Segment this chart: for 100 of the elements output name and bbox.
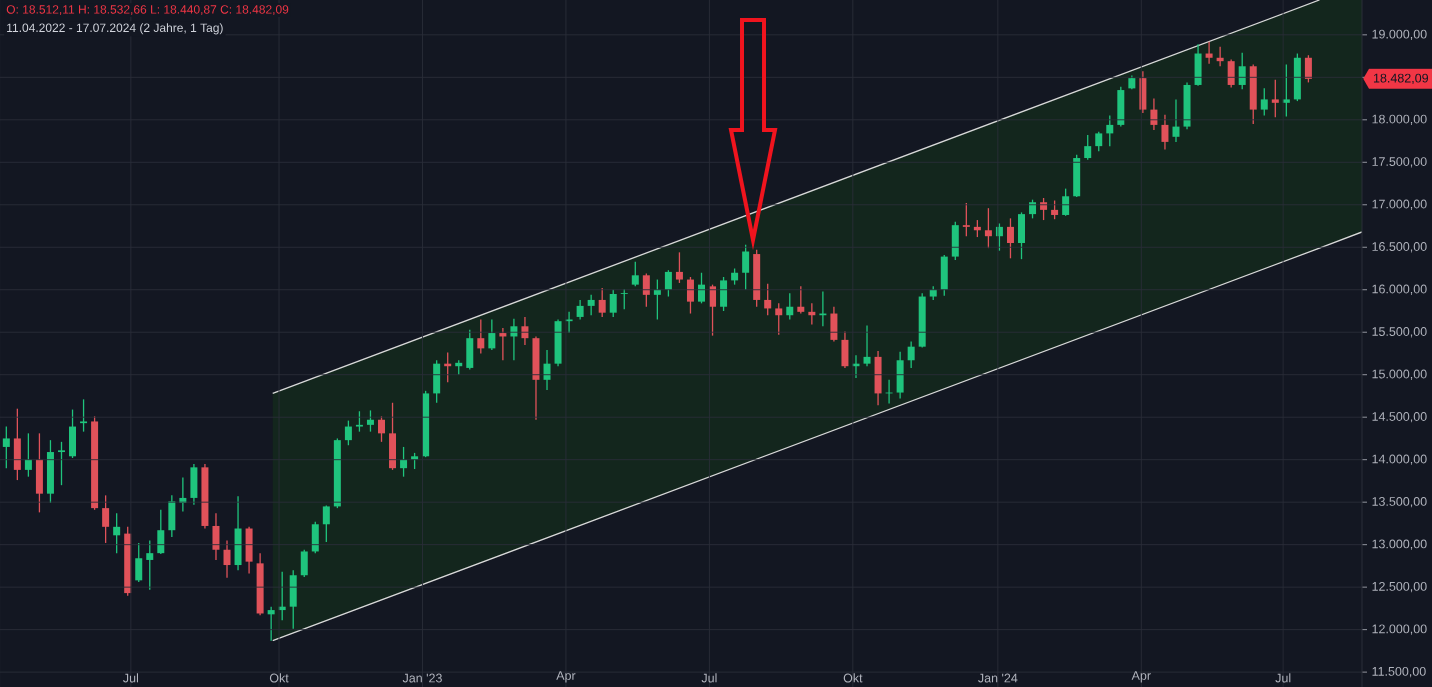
candlestick bbox=[212, 512, 220, 561]
candlestick bbox=[311, 521, 319, 554]
candlestick bbox=[223, 539, 231, 579]
candlestick bbox=[1161, 114, 1169, 151]
candlestick bbox=[940, 254, 948, 297]
candlestick bbox=[322, 504, 330, 543]
candlestick bbox=[1073, 153, 1081, 198]
candlestick bbox=[355, 410, 363, 433]
candlestick bbox=[907, 340, 915, 369]
x-tick-label: Jul bbox=[701, 673, 717, 683]
candlestick bbox=[124, 526, 132, 597]
y-tick-label: 12.000,00 bbox=[1372, 624, 1427, 635]
x-tick-label: Apr bbox=[556, 671, 576, 683]
x-tick-label: Jul bbox=[123, 673, 139, 683]
candlestick bbox=[1304, 54, 1312, 84]
y-tick-label: 13.000,00 bbox=[1372, 539, 1427, 550]
y-tick-label: 16.500,00 bbox=[1372, 242, 1427, 253]
chart-title: O: 18.512,11 H: 18.532,66 L: 18.440,87 C: 18.482,09 bbox=[6, 5, 289, 16]
x-tick-label: Jan '24 bbox=[978, 673, 1018, 683]
candlestick bbox=[984, 207, 992, 249]
candlestick bbox=[35, 432, 43, 514]
text: 11.04.2022 - 17.07.2024 (2 Jahre, 1 Tag) bbox=[7, 23, 223, 35]
candlestick bbox=[80, 398, 88, 433]
candlestick bbox=[753, 249, 761, 308]
candlestick bbox=[587, 294, 595, 316]
candlestick bbox=[1150, 97, 1158, 131]
candlestick bbox=[1006, 217, 1014, 259]
candlestick bbox=[797, 285, 805, 315]
candlestick bbox=[488, 318, 496, 351]
candlestick bbox=[764, 283, 772, 316]
y-tick-label: 15.000,00 bbox=[1372, 369, 1427, 380]
candlestick bbox=[918, 292, 926, 349]
candlestick bbox=[1238, 52, 1246, 90]
candlestick bbox=[477, 318, 485, 355]
y-tick-label: 12.500,00 bbox=[1372, 581, 1427, 593]
candlestick bbox=[962, 202, 970, 237]
candlestick bbox=[135, 542, 143, 583]
candlestick bbox=[786, 292, 794, 321]
candlestick bbox=[620, 288, 628, 310]
candlestick bbox=[466, 329, 474, 371]
candlestick bbox=[1095, 131, 1103, 152]
candlestick bbox=[631, 261, 639, 287]
candlestick bbox=[896, 351, 904, 400]
candlestick bbox=[709, 283, 717, 337]
candlestick bbox=[256, 552, 264, 616]
y-tick-label: 14.000,00 bbox=[1372, 454, 1427, 465]
candlestick bbox=[698, 272, 705, 304]
candlestick bbox=[333, 437, 341, 509]
x-tick-label: Okt bbox=[843, 673, 863, 683]
candlestick bbox=[69, 408, 77, 459]
candlestick bbox=[245, 526, 253, 575]
candlestick bbox=[830, 306, 838, 343]
candlestick bbox=[234, 495, 242, 571]
candlestick bbox=[267, 606, 275, 642]
candlestick bbox=[775, 302, 783, 336]
text: 18.482,09 bbox=[1373, 73, 1429, 84]
candlestick bbox=[1051, 199, 1059, 220]
candlestick bbox=[1084, 134, 1092, 161]
candlestick bbox=[1018, 211, 1026, 260]
y-tick-label: 19.000,00 bbox=[1372, 29, 1427, 40]
y-tick-label: 17.500,00 bbox=[1372, 157, 1427, 168]
candlestick bbox=[1106, 114, 1114, 147]
candlestick bbox=[609, 289, 617, 318]
candlestick bbox=[389, 402, 397, 471]
candlestick bbox=[874, 350, 882, 406]
candlestick bbox=[46, 439, 54, 504]
candlestick bbox=[1271, 79, 1279, 118]
x-tick-label: Apr bbox=[1131, 671, 1151, 683]
candlestick bbox=[675, 251, 683, 284]
candlestick bbox=[13, 408, 21, 481]
candlestick bbox=[366, 409, 374, 433]
candlestick bbox=[653, 278, 661, 321]
candlestick bbox=[863, 324, 871, 367]
candlestick bbox=[565, 311, 573, 334]
candlestick bbox=[168, 494, 176, 538]
candlestick bbox=[576, 299, 584, 321]
candlestick bbox=[543, 349, 551, 391]
candlestick bbox=[24, 432, 32, 478]
candlestick bbox=[91, 415, 99, 511]
candlestick bbox=[2, 425, 10, 469]
candlestick bbox=[686, 276, 694, 315]
candlestick bbox=[146, 539, 154, 591]
candlestick bbox=[157, 509, 165, 555]
candlestick bbox=[400, 446, 408, 478]
candlestick bbox=[720, 276, 728, 312]
candlestick bbox=[190, 463, 198, 506]
candlestick bbox=[642, 272, 650, 308]
candlestick bbox=[664, 269, 672, 298]
candlestick bbox=[841, 330, 849, 369]
candlestick bbox=[344, 419, 352, 446]
candlestick bbox=[422, 390, 430, 458]
candlestick bbox=[1249, 63, 1257, 125]
candlestick bbox=[378, 415, 385, 443]
candlestick bbox=[300, 549, 308, 578]
candlestick bbox=[57, 441, 65, 486]
candlestick bbox=[598, 287, 606, 318]
candlestick bbox=[1282, 63, 1290, 118]
candlestick bbox=[951, 221, 959, 261]
candlestick bbox=[1260, 87, 1268, 117]
y-tick-label: 16.000,00 bbox=[1372, 284, 1427, 295]
